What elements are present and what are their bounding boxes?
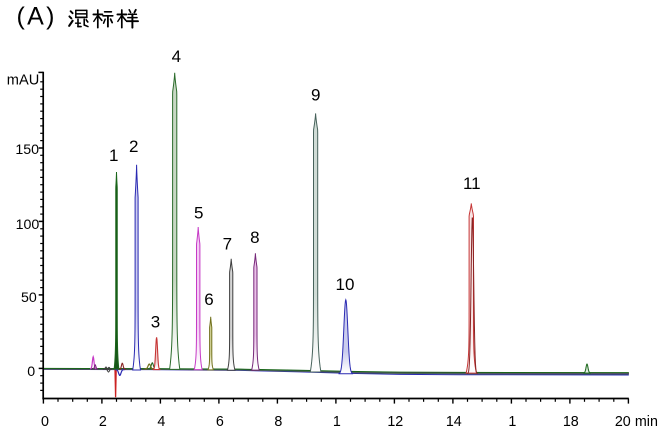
svg-text:0: 0	[41, 414, 49, 428]
svg-text:(A): (A)	[17, 3, 57, 31]
svg-text:2: 2	[99, 414, 107, 428]
svg-text:14: 14	[446, 414, 462, 428]
svg-text:7: 7	[223, 235, 232, 254]
svg-text:5: 5	[194, 204, 203, 223]
svg-text:min: min	[635, 414, 658, 428]
svg-text:1: 1	[109, 146, 118, 165]
svg-text:10: 10	[336, 275, 355, 294]
svg-text:18: 18	[563, 414, 579, 428]
svg-text:1: 1	[508, 414, 516, 428]
svg-text:20: 20	[615, 414, 631, 428]
svg-text:4: 4	[172, 47, 181, 66]
svg-text:8: 8	[274, 414, 282, 428]
svg-text:11: 11	[463, 174, 481, 193]
svg-text:0: 0	[27, 364, 35, 380]
svg-text:mAU: mAU	[7, 72, 39, 88]
svg-text:150: 150	[15, 142, 39, 158]
svg-text:2: 2	[129, 137, 138, 156]
svg-text:8: 8	[250, 228, 259, 247]
svg-text:6: 6	[204, 290, 213, 309]
svg-text:6: 6	[216, 414, 224, 428]
svg-text:3: 3	[151, 313, 160, 332]
svg-text:12: 12	[387, 414, 403, 428]
svg-text:4: 4	[157, 414, 165, 428]
svg-text:50: 50	[21, 290, 37, 306]
svg-text:100: 100	[16, 217, 40, 233]
svg-text:1: 1	[333, 414, 341, 428]
svg-text:9: 9	[311, 85, 320, 104]
